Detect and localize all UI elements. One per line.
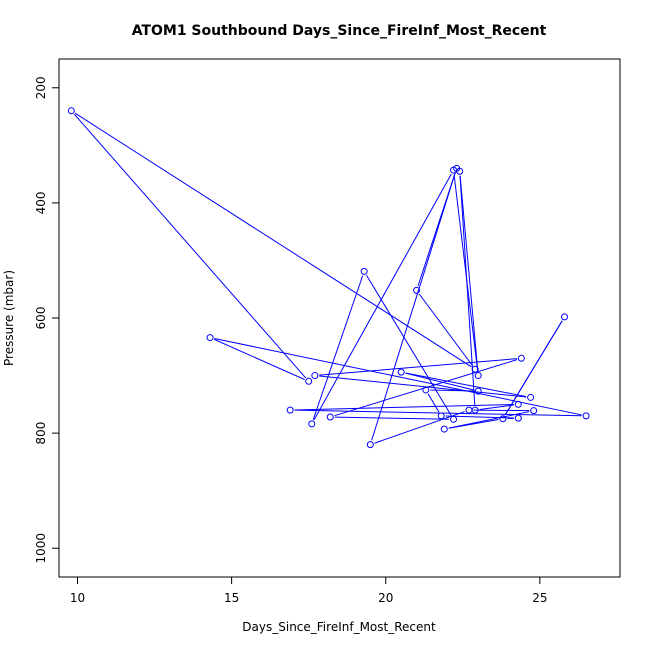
y-axis-label: Pressure (mbar) (2, 270, 16, 366)
series-segment (479, 404, 514, 410)
plot-area (58, 58, 621, 578)
data-point (517, 354, 525, 362)
y-tick-label: 1000 (34, 533, 48, 564)
series-segment (459, 175, 479, 372)
series-segment (445, 415, 514, 419)
series-segment (313, 173, 452, 421)
chart-title: ATOM1 Southbound Days_Since_FireInf_Most… (132, 23, 547, 39)
series-segment (430, 389, 474, 392)
data-point (527, 393, 535, 401)
data-point (413, 286, 421, 294)
series-segment (294, 409, 582, 417)
x-tick-label: 25 (532, 591, 547, 605)
data-point (465, 406, 473, 414)
series-segment (418, 293, 473, 366)
y-tick-label: 600 (34, 307, 48, 330)
series-segment (214, 337, 582, 416)
data-point (514, 414, 522, 422)
series-segment (374, 411, 465, 444)
data-point (471, 365, 479, 373)
series-segment (427, 393, 440, 413)
x-tick-label: 10 (70, 591, 85, 605)
data-point (311, 372, 319, 380)
series-line (73, 112, 582, 444)
data-point (453, 164, 461, 172)
x-axis: 10 15 20 25 (70, 576, 547, 605)
data-point (206, 334, 214, 342)
series-segment (73, 113, 307, 379)
x-axis-label: Days_Since_FireInf_Most_Recent (242, 620, 436, 634)
data-point (450, 415, 458, 423)
data-point (326, 413, 334, 421)
data-point (366, 441, 374, 449)
data-point (499, 415, 507, 423)
data-point (582, 412, 590, 420)
data-point (474, 372, 482, 380)
data-point (561, 313, 569, 321)
data-point (308, 420, 316, 428)
series-segment (504, 320, 563, 416)
series-segment (312, 275, 364, 420)
data-point (474, 387, 482, 395)
series-segment (366, 274, 452, 416)
data-point (67, 107, 75, 115)
data-point (437, 412, 445, 420)
y-tick-label: 800 (34, 422, 48, 445)
series-points (67, 107, 590, 449)
series-segment (371, 172, 456, 441)
data-point (514, 400, 522, 408)
series-segment (417, 172, 456, 287)
data-point (440, 425, 448, 433)
series-segment (448, 411, 530, 429)
x-tick-label: 15 (224, 591, 239, 605)
data-point (530, 407, 538, 415)
series-segment (453, 174, 479, 372)
series-segment (319, 375, 527, 398)
series-segment (334, 359, 518, 417)
y-tick-label: 400 (34, 191, 48, 214)
series-segment (74, 112, 472, 368)
series-segment (405, 372, 474, 391)
series-segment (213, 338, 305, 380)
data-point (360, 267, 368, 275)
data-point (397, 368, 405, 376)
data-point (286, 406, 294, 414)
x-tick-label: 20 (378, 591, 393, 605)
data-point (305, 377, 313, 385)
series-segment (334, 416, 450, 420)
y-tick-label: 200 (34, 76, 48, 99)
data-point (422, 386, 430, 394)
series-segment (294, 403, 514, 411)
series-segment (319, 358, 517, 376)
series-segment (405, 372, 527, 398)
y-axis: 200 400 600 800 1000 (34, 76, 60, 564)
